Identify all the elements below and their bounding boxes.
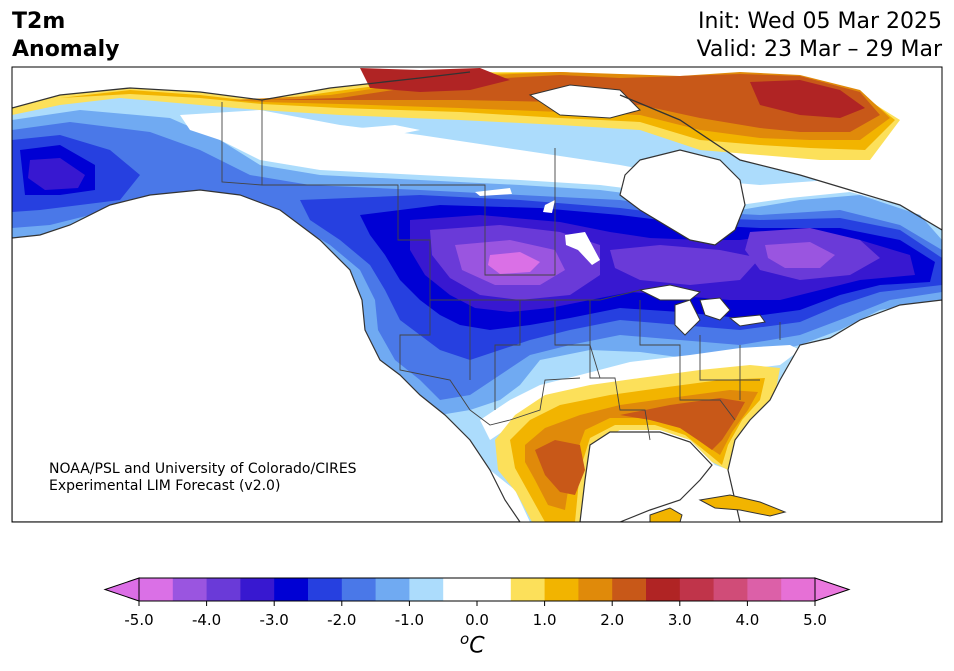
forecast-dates: Init: Wed 05 Mar 2025 Valid: 23 Mar – 29… (697, 8, 942, 64)
neutral-patch-2 (543, 200, 555, 213)
colorbar-over-arrow (814, 577, 851, 602)
anomaly-map (11, 66, 943, 523)
colorbar-segment (477, 578, 512, 601)
colorbar-segment (308, 578, 343, 601)
colorbar-segment (341, 578, 377, 601)
greenland-gap (528, 84, 641, 119)
title-line-anomaly: Anomaly (12, 37, 120, 62)
yucatan (649, 507, 683, 522)
political-borders (221, 100, 781, 441)
colorbar-segment (713, 578, 748, 601)
colorbar-segment (274, 578, 309, 601)
colorbar-tick-label: -3.0 (260, 611, 289, 629)
colorbar-unit: oC (460, 630, 485, 658)
colorbar-segment (510, 578, 546, 601)
credit-text: NOAA/PSL and University of Colorado/CIRE… (49, 461, 357, 495)
hudson-bay (619, 149, 746, 246)
colorbar-tick-label: 3.0 (668, 611, 692, 629)
colorbar-segment (646, 578, 681, 601)
colorbar-tick-label: -4.0 (192, 611, 221, 629)
unit-degree: o (460, 630, 470, 648)
colorbar-segments (139, 578, 816, 601)
warm-band-4 (535, 398, 745, 495)
credit-line-2: Experimental LIM Forecast (v2.0) (49, 478, 281, 494)
colorbar-segment (443, 578, 478, 601)
colorbar-segment (679, 578, 715, 601)
neutral-band-north (180, 110, 900, 205)
cold-core (488, 252, 540, 274)
colorbar-segment (139, 578, 174, 601)
colorbar-tick-label: 5.0 (803, 611, 827, 629)
colorbar-tick-label: -5.0 (124, 611, 153, 629)
valid-date: Valid: 23 Mar – 29 Mar (696, 37, 942, 62)
colorbar-segment (747, 578, 782, 601)
map-frame (11, 66, 943, 523)
colorbar-segment (206, 578, 241, 601)
arctic-warm-5 (360, 68, 865, 118)
colorbar-ticks: -5.0 -4.0 -3.0 -2.0 -1.0 0.0 1.0 2.0 3.0 4.0 5.0 (124, 601, 827, 629)
neutral-patch-4 (360, 125, 420, 136)
colorbar-segment (240, 578, 275, 601)
colorbar-segment (409, 578, 444, 601)
colorbar-under-arrow (103, 577, 140, 602)
coastlines (12, 71, 942, 231)
neutral-patch-1 (475, 188, 512, 196)
pacific-ocean (12, 189, 521, 522)
colorbar-segment (612, 578, 647, 601)
colorbar-tick-label: 1.0 (533, 611, 557, 629)
gulf-of-mexico (579, 431, 713, 522)
init-date: Init: Wed 05 Mar 2025 (697, 9, 942, 34)
colorbar-tick-label: -1.0 (395, 611, 424, 629)
colorbar-tick-label: 2.0 (600, 611, 624, 629)
cold-band-7 (455, 240, 835, 285)
colorbar-tick-label: 4.0 (735, 611, 759, 629)
colorbar-tick-label: -2.0 (327, 611, 356, 629)
colorbar-segment (578, 578, 613, 601)
colorbar-frame (138, 577, 816, 602)
neutral-patch-3 (565, 232, 600, 265)
colorbar-segment (375, 578, 410, 601)
great-lakes (638, 284, 766, 336)
colorbar-segment (544, 578, 579, 601)
credit-line-1: NOAA/PSL and University of Colorado/CIRE… (49, 461, 357, 477)
title-line-variable: T2m (12, 9, 66, 34)
colorbar-segment (172, 578, 208, 601)
colorbar-segment (781, 578, 816, 601)
colorbar-tick-label: 0.0 (465, 611, 489, 629)
map-title: T2m Anomaly (12, 8, 119, 64)
atlantic-ocean (727, 299, 942, 522)
unit-celsius: C (469, 633, 485, 659)
cuba (698, 494, 787, 517)
